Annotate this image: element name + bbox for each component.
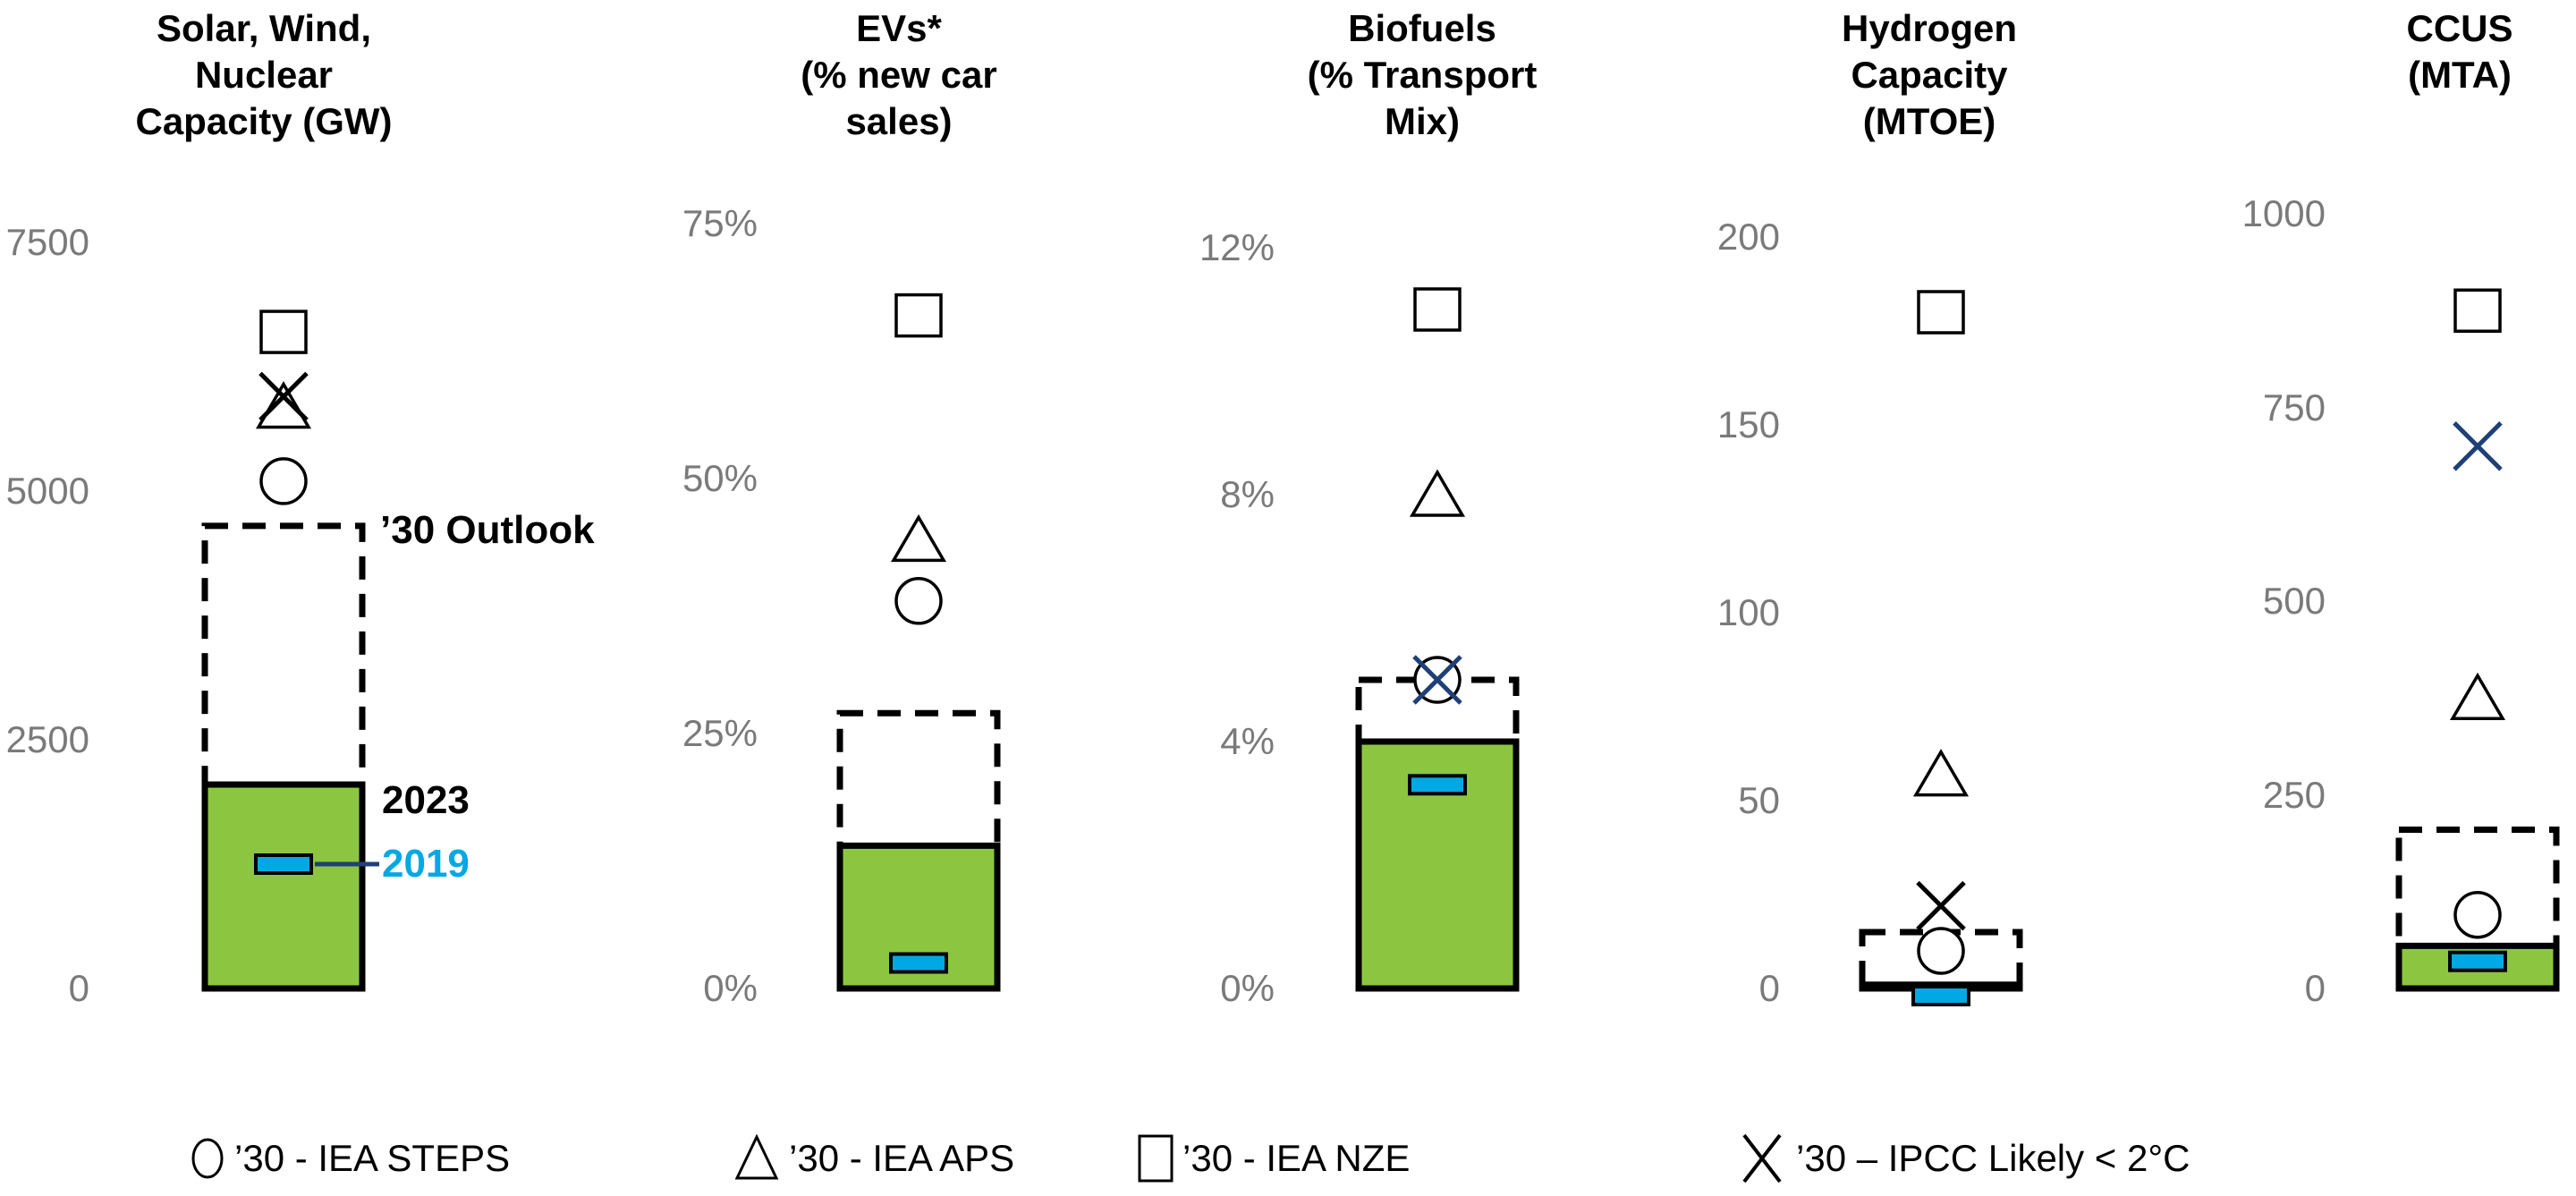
ipcc-x-panel-5: [2453, 421, 2503, 471]
panel-5-tick-1000: 1000: [2241, 192, 2326, 234]
panel-3-tick-4%: 4%: [1220, 720, 1275, 762]
iea-nze-square-panel-2: [894, 293, 943, 338]
panel-4-title-line-2: Capacity: [1851, 54, 2008, 96]
ipcc-x-panel-1: [258, 371, 309, 422]
panel-5-tick-250: 250: [2262, 773, 2326, 816]
iea-aps-triangle-panel-2: [890, 513, 947, 563]
iea-aps-triangle-panel-5: [2449, 672, 2506, 720]
panel-1-title-line-3: Capacity (GW): [135, 100, 393, 142]
panel-1-tick-0: 0: [68, 967, 89, 1009]
legend-item-1-label: ’30 - IEA STEPS: [234, 1137, 511, 1179]
panel-4-tick-200: 200: [1716, 216, 1780, 258]
iea-nze-square-panel-4: [1917, 290, 1965, 335]
panel-3-tick-0%: 0%: [1220, 967, 1275, 1009]
triangle-icon: [734, 1133, 779, 1180]
panel-2-title-line-2: (% new car: [801, 54, 997, 96]
iea-aps-triangle-panel-4: [1912, 749, 1970, 797]
bar-2023-panel-1: [201, 781, 366, 992]
panel-5-tick-750: 750: [2262, 386, 2326, 428]
iea-nze-square-panel-3: [1413, 287, 1462, 332]
circle-icon: [191, 1138, 224, 1179]
panel-1-title-line-1: Solar, Wind,: [157, 7, 371, 49]
panel-4-tick-150: 150: [1716, 403, 1780, 445]
panel-2-title-line-1: EVs*: [856, 7, 942, 49]
square-icon: [1138, 1134, 1174, 1183]
panel-5-title-line-1: CCUS: [2406, 7, 2513, 49]
panel-4-tick-0: 0: [1758, 967, 1780, 1009]
iea-steps-circle-panel-2: [894, 577, 943, 625]
panel-4-title-line-3: (MTOE): [1862, 100, 1996, 142]
iea-steps-circle-panel-4: [1917, 927, 1965, 975]
panel-5-tick-500: 500: [2262, 580, 2326, 622]
panel-5-title-line-2: (MTA): [2408, 54, 2512, 96]
panel-4-tick-100: 100: [1716, 591, 1780, 633]
marker-2019-panel-4: [1911, 985, 1970, 1006]
iea-nze-square-panel-1: [259, 310, 308, 354]
marker-2019-panel-1: [254, 853, 313, 875]
outlook-30-label: ’30 Outlook: [380, 508, 595, 552]
panel-2-tick-25%: 25%: [682, 712, 758, 754]
panel-1-tick-5000: 5000: [5, 470, 89, 512]
marker-2019-panel-2: [889, 952, 948, 974]
legend-item-2-label: ’30 - IEA APS: [789, 1137, 1015, 1179]
label-2019: 2019: [382, 842, 470, 886]
iea-aps-triangle-panel-3: [1409, 469, 1466, 517]
panel-2-tick-0%: 0%: [703, 967, 758, 1009]
panel-3-title-line-1: Biofuels: [1348, 7, 1496, 49]
panel-2-title-line-3: sales): [845, 100, 953, 142]
panel-1-title-line-2: Nuclear: [194, 54, 334, 96]
panel-3-tick-12%: 12%: [1199, 226, 1275, 268]
marker-2019-panel-3: [1408, 774, 1467, 796]
panel-5-tick-0: 0: [2304, 967, 2326, 1009]
marker-2019-panel-5: [2448, 950, 2507, 972]
iea-nze-square-panel-5: [2453, 288, 2502, 333]
x-icon: [1742, 1133, 1782, 1183]
ipcc-x-panel-3: [1412, 655, 1462, 705]
panel-3-title-line-3: Mix): [1385, 100, 1460, 142]
legend-item-3-label: ’30 - IEA NZE: [1182, 1137, 1411, 1179]
ipcc-x-panel-4: [1916, 880, 1966, 931]
panel-3-tick-8%: 8%: [1220, 473, 1275, 515]
panel-2-tick-75%: 75%: [682, 202, 758, 244]
panel-3-title-line-2: (% Transport: [1307, 54, 1538, 96]
iea-steps-circle-panel-1: [259, 457, 308, 505]
panel-1-tick-7500: 7500: [5, 221, 89, 263]
panel-4-tick-50: 50: [1738, 779, 1780, 821]
iea-aps-triangle-panel-1: [255, 381, 312, 429]
panel-1-tick-2500: 2500: [5, 718, 89, 760]
panel-4-title-line-1: Hydrogen: [1841, 7, 2017, 49]
panel-2-tick-50%: 50%: [682, 457, 758, 499]
label-2023: 2023: [382, 778, 470, 822]
legend-item-4-label: ’30 – IPCC Likely < 2°C: [1796, 1137, 2190, 1179]
iea-steps-circle-panel-5: [2453, 890, 2502, 939]
